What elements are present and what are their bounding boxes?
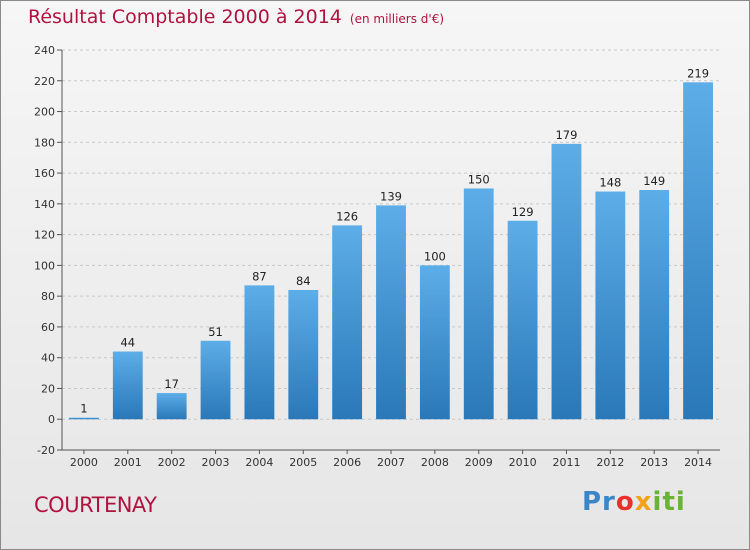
chart-title: Résultat Comptable 2000 à 2014 (en millie… (28, 6, 444, 28)
y-tick-label: 220 (34, 75, 55, 88)
data-label-2012: 148 (599, 176, 621, 190)
data-label-2006: 126 (336, 209, 358, 223)
bar-2001 (112, 351, 143, 420)
bar-2009 (463, 188, 494, 420)
bar-2014 (683, 82, 713, 420)
data-label-2005: 84 (296, 274, 311, 288)
y-tick-label: 160 (34, 167, 55, 180)
axis-layer: -20 0 20 40 60 80 100 120 140 160 180 200 220 240 2000… (34, 44, 720, 469)
y-tick-label: 20 (41, 382, 55, 395)
x-tick-label-2001: 2001 (114, 456, 142, 469)
bar-2006 (332, 225, 363, 420)
data-label-2010: 129 (512, 205, 534, 219)
data-label-2001: 44 (120, 336, 135, 350)
data-label-2000: 1 (80, 402, 87, 416)
data-label-2013: 149 (643, 174, 665, 188)
x-tick-label-2014: 2014 (684, 456, 712, 469)
bar-2010 (507, 220, 538, 420)
data-label-2011: 179 (555, 128, 577, 142)
bar-2004 (244, 285, 275, 420)
label-layer: 1 44 17 51 87 84 126 139 100 150 129 179 148 149 219 (80, 66, 709, 415)
y-tick-label: 140 (34, 198, 55, 211)
city-name: COURTENAY (34, 493, 157, 517)
bar-2007 (376, 205, 406, 420)
y-tick-label: -20 (37, 444, 55, 457)
data-label-2014: 219 (687, 66, 709, 80)
bar-2011 (551, 143, 582, 420)
title-unit: (en milliers d'€) (349, 12, 445, 26)
x-tick-label-2002: 2002 (158, 456, 186, 469)
title-text: Résultat Comptable 2000 à 2014 (28, 6, 342, 28)
y-tick-label: 80 (41, 290, 55, 303)
x-tick-label-2003: 2003 (202, 456, 230, 469)
bar-2013 (639, 190, 670, 420)
y-tick-label: 0 (48, 413, 55, 426)
data-label-2003: 51 (208, 325, 223, 339)
bar-2000 (69, 417, 99, 420)
data-label-2009: 150 (468, 172, 490, 186)
x-tick-label-2011: 2011 (552, 456, 580, 469)
data-label-2004: 87 (252, 269, 267, 283)
bar-2008 (419, 265, 450, 420)
x-tick-label-2005: 2005 (289, 456, 317, 469)
y-tick-label: 200 (34, 106, 55, 119)
x-tick-label-2010: 2010 (509, 456, 537, 469)
y-tick-label: 60 (41, 321, 55, 334)
y-tick-label: 240 (34, 44, 55, 57)
y-tick-label: 100 (34, 259, 55, 272)
x-tick-label-2013: 2013 (640, 456, 668, 469)
x-tick-label-2008: 2008 (421, 456, 449, 469)
y-tick-label: 120 (34, 229, 55, 242)
bar-layer (69, 82, 713, 420)
y-tick-label: 40 (41, 352, 55, 365)
x-tick-label-2009: 2009 (465, 456, 493, 469)
data-label-2008: 100 (424, 249, 446, 263)
x-tick-label-2000: 2000 (70, 456, 98, 469)
x-tick-label-2007: 2007 (377, 456, 405, 469)
x-tick-label-2004: 2004 (245, 456, 273, 469)
proxiti-logo: Proxiti (582, 487, 686, 517)
bar-2003 (200, 340, 231, 420)
data-label-2002: 17 (164, 377, 179, 391)
bar-2002 (156, 393, 187, 420)
y-tick-label: 180 (34, 136, 55, 149)
x-tick-label-2012: 2012 (596, 456, 624, 469)
bar-2012 (595, 191, 626, 420)
bar-2005 (288, 290, 319, 420)
data-label-2007: 139 (380, 189, 402, 203)
x-tick-label-2006: 2006 (333, 456, 361, 469)
